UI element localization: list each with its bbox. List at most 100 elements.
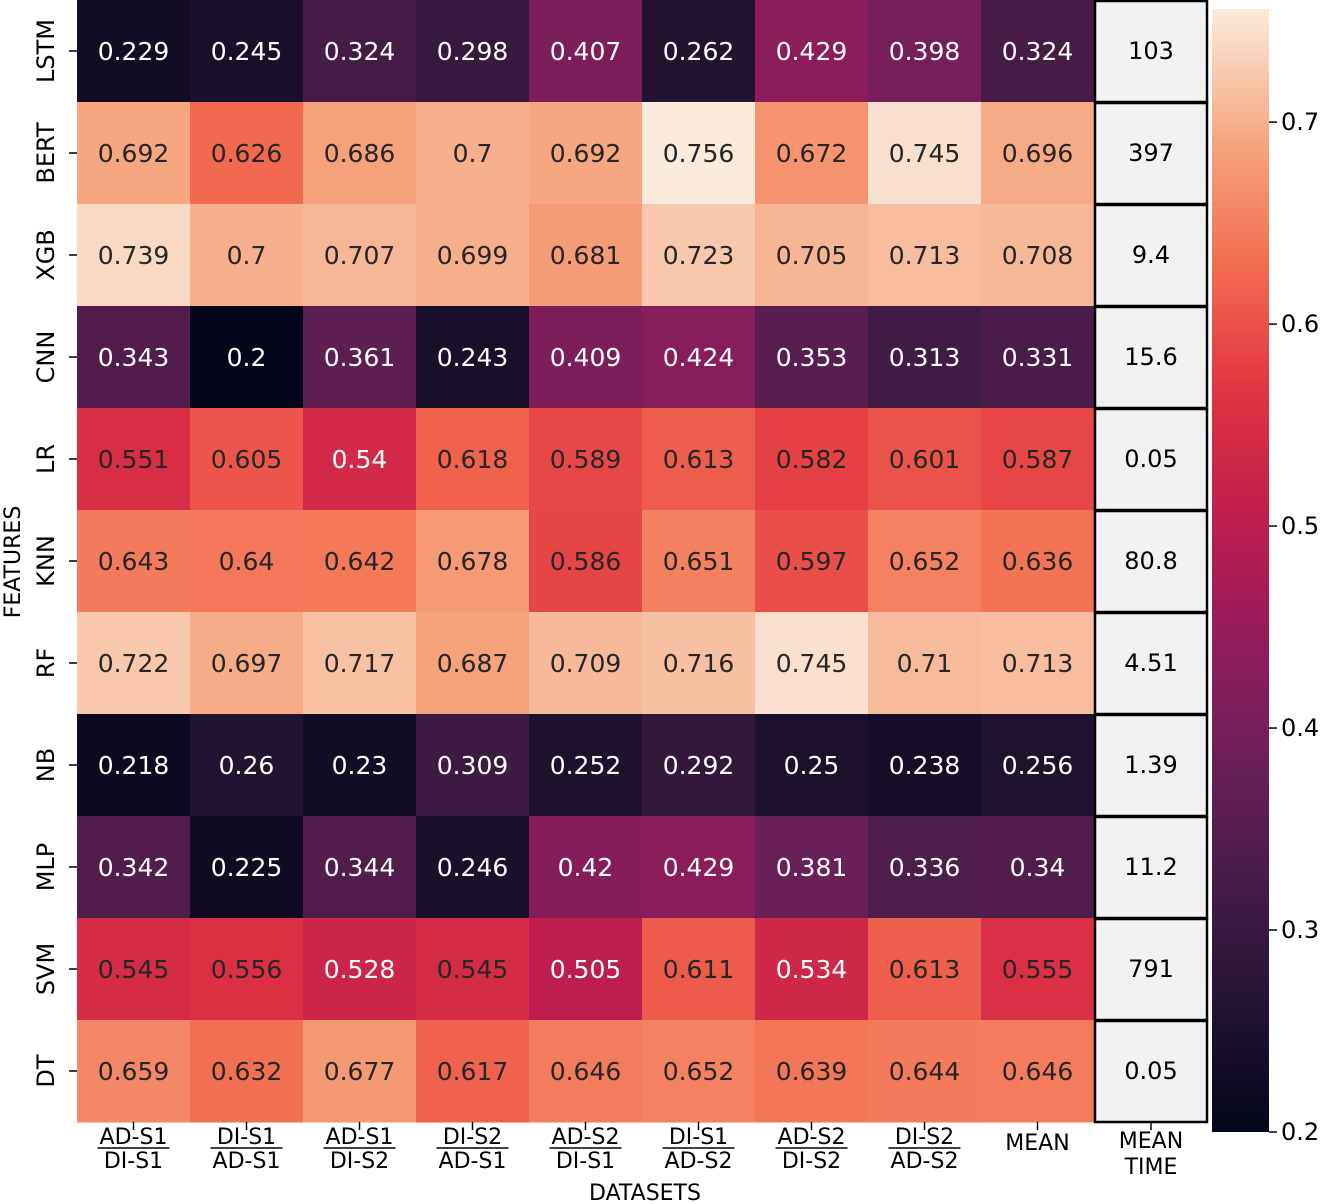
row-label: RF	[32, 648, 60, 678]
row-labels: LSTM BERT XGB CNN LR KNN RF NB MLP SVM DT	[32, 19, 77, 1088]
heatmap-cell	[529, 816, 643, 919]
column-label-top: AD-S2	[552, 1125, 620, 1150]
cell-value-label: 0.545	[98, 955, 170, 984]
colorbar-tick-label: 0.3	[1281, 916, 1319, 944]
heatmap-cell	[416, 408, 530, 511]
cell-value-label: 0.505	[550, 955, 622, 984]
heatmap-cell	[868, 918, 982, 1021]
cell-value-label: 0.344	[324, 853, 396, 882]
cell-value-label: 0.342	[98, 853, 170, 882]
cell-value-label: 0.309	[437, 751, 509, 780]
cell-value-label: 0.617	[437, 1057, 509, 1086]
heatmap-cell	[981, 0, 1095, 103]
cell-value-label: 0.64	[219, 547, 275, 576]
heatmap-cell	[190, 0, 304, 103]
heatmap-cell	[755, 816, 869, 919]
heatmap-cell	[416, 204, 530, 307]
heatmap-cell	[416, 510, 530, 613]
heatmap-cell	[755, 714, 869, 817]
cell-value-label: 0.707	[324, 241, 396, 270]
column-label-top: AD-S1	[326, 1125, 394, 1150]
heatmap-cell	[303, 918, 417, 1021]
heatmap-cell	[190, 408, 304, 511]
heatmap-cell	[981, 306, 1095, 409]
row-label: LSTM	[32, 19, 60, 83]
cell-value-label: 0.429	[776, 37, 848, 66]
cell-value-label: 0.745	[889, 139, 961, 168]
y-axis-label: FEATURES	[1, 506, 26, 619]
cell-value-label: 0.686	[324, 139, 396, 168]
time-column-label-bottom: TIME	[1124, 1155, 1178, 1180]
time-cell	[1093, 407, 1209, 512]
cell-value-label: 0.25	[784, 751, 840, 780]
cell-value-label: 0.613	[889, 955, 961, 984]
heatmap-cell	[303, 816, 417, 919]
heatmap-cell	[981, 102, 1095, 205]
mean-time-column: 103 397 9.4 15.6 0.05 80.8 4.51 1.39 11.2 791 0.05	[1093, 0, 1209, 1124]
column-labels: AD-S1DI-S1DI-S1AD-S1AD-S1DI-S2DI-S2AD-S1…	[97, 1122, 1183, 1180]
row-label: NB	[32, 748, 60, 782]
heatmap-cell	[529, 204, 643, 307]
time-cell	[1093, 203, 1209, 308]
column-label-top: MEAN	[1005, 1131, 1069, 1156]
cell-value-label: 0.545	[437, 955, 509, 984]
cell-value-label: 0.626	[211, 139, 283, 168]
colorbar-gradient	[1212, 9, 1269, 1132]
cell-value-label: 0.632	[211, 1057, 283, 1086]
column-label-bottom: DI-S1	[104, 1149, 163, 1174]
cell-value-label: 0.651	[663, 547, 735, 576]
column-label-bottom: AD-S1	[439, 1149, 507, 1174]
time-cell	[1093, 815, 1209, 920]
cell-value-label: 0.709	[550, 649, 622, 678]
heatmap-cell	[77, 1020, 191, 1123]
column-label-top: DI-S1	[217, 1125, 276, 1150]
time-value-label: 15.6	[1124, 343, 1177, 371]
column-label-top: DI-S2	[443, 1125, 502, 1150]
heatmap-cell	[642, 612, 756, 715]
time-value-label: 80.8	[1124, 547, 1177, 575]
cell-value-label: 0.687	[437, 649, 509, 678]
row-label: MLP	[32, 843, 60, 892]
heatmap-cell	[303, 102, 417, 205]
heatmap-cell	[868, 408, 982, 511]
cell-value-label: 0.708	[1002, 241, 1074, 270]
cell-value-label: 0.605	[211, 445, 283, 474]
heatmap-cell	[416, 1020, 530, 1123]
cell-value-label: 0.256	[1002, 751, 1074, 780]
heatmap-cell	[755, 102, 869, 205]
cell-value-label: 0.618	[437, 445, 509, 474]
heatmap-cell	[190, 510, 304, 613]
heatmap-cell	[981, 918, 1095, 1021]
cell-value-label: 0.582	[776, 445, 848, 474]
heatmap-cell	[642, 714, 756, 817]
cell-value-label: 0.697	[211, 649, 283, 678]
heatmap-cell	[416, 612, 530, 715]
column-label-top: DI-S2	[895, 1125, 954, 1150]
heatmap-cell	[303, 714, 417, 817]
cell-value-label: 0.361	[324, 343, 396, 372]
column-label-bottom: AD-S2	[891, 1149, 959, 1174]
cell-value-label: 0.681	[550, 241, 622, 270]
row-label: SVM	[32, 943, 60, 995]
cell-value-label: 0.246	[437, 853, 509, 882]
time-cell	[1093, 0, 1209, 104]
heatmap-cell	[529, 408, 643, 511]
heatmap-cell	[190, 714, 304, 817]
cell-value-label: 0.696	[1002, 139, 1074, 168]
heatmap-cell	[190, 1020, 304, 1123]
cell-value-label: 0.642	[324, 547, 396, 576]
cell-value-label: 0.42	[558, 853, 614, 882]
heatmap-cell	[868, 714, 982, 817]
cell-value-label: 0.409	[550, 343, 622, 372]
cell-value-label: 0.713	[1002, 649, 1074, 678]
cell-value-label: 0.313	[889, 343, 961, 372]
cell-value-label: 0.639	[776, 1057, 848, 1086]
cell-value-label: 0.601	[889, 445, 961, 474]
cell-value-label: 0.229	[98, 37, 170, 66]
heatmap-cell	[981, 204, 1095, 307]
cell-value-label: 0.713	[889, 241, 961, 270]
column-label-bottom: AD-S2	[665, 1149, 733, 1174]
heatmap-cell	[416, 816, 530, 919]
cell-value-label: 0.636	[1002, 547, 1074, 576]
cell-value-label: 0.692	[550, 139, 622, 168]
